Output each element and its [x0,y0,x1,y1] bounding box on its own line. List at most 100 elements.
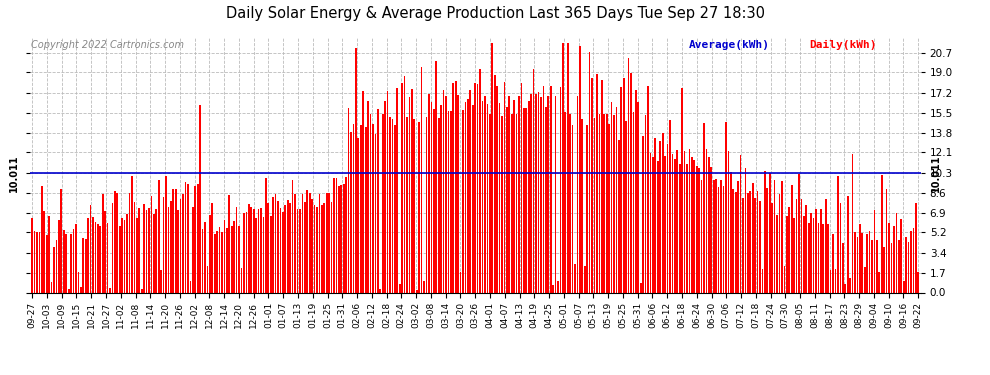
Bar [491,43,493,292]
Bar [861,233,863,292]
Bar [443,90,445,292]
Bar [77,272,79,292]
Bar [343,184,345,292]
Bar [97,224,99,292]
Bar [572,125,573,292]
Bar [591,78,593,292]
Bar [226,228,228,292]
Bar [643,136,644,292]
Bar [34,231,36,292]
Text: Copyright 2022 Cartronics.com: Copyright 2022 Cartronics.com [32,40,184,50]
Bar [611,102,613,292]
Bar [175,189,176,292]
Bar [723,186,725,292]
Bar [284,205,286,292]
Bar [447,111,449,292]
Bar [316,207,318,292]
Bar [457,95,459,292]
Bar [441,105,442,292]
Bar [257,209,259,292]
Bar [509,96,510,292]
Text: Average(kWh): Average(kWh) [689,40,770,50]
Bar [139,208,141,292]
Bar [141,289,143,292]
Bar [679,164,680,292]
Bar [438,118,440,292]
Bar [129,193,131,292]
Bar [674,159,675,292]
Bar [326,193,328,292]
Bar [599,114,600,292]
Bar [756,190,758,292]
Bar [319,194,320,292]
Bar [803,216,805,292]
Bar [608,124,610,292]
Bar [231,226,233,292]
Bar [815,209,817,292]
Bar [272,197,274,292]
Bar [621,87,622,292]
Bar [501,116,503,292]
Bar [409,97,410,292]
Bar [321,205,323,292]
Bar [538,92,540,292]
Bar [543,86,545,292]
Bar [830,270,832,292]
Bar [297,209,298,292]
Bar [489,114,491,292]
Bar [279,208,281,292]
Bar [95,222,96,292]
Bar [189,282,191,292]
Bar [528,101,530,292]
Bar [459,272,461,292]
Bar [229,195,230,292]
Bar [338,186,340,292]
Bar [516,114,518,292]
Bar [883,248,885,292]
Bar [747,193,748,292]
Bar [661,133,663,292]
Bar [523,108,525,292]
Bar [842,243,843,292]
Bar [194,186,196,292]
Bar [464,102,466,292]
Bar [107,223,109,292]
Bar [474,83,476,292]
Bar [635,90,637,292]
Bar [246,212,248,292]
Bar [234,221,235,292]
Bar [869,231,870,292]
Bar [910,231,912,292]
Bar [219,227,221,292]
Bar [379,289,381,292]
Bar [221,232,223,292]
Bar [150,196,152,292]
Bar [623,78,625,292]
Bar [469,90,471,292]
Bar [160,270,162,292]
Bar [282,212,284,292]
Bar [554,96,556,292]
Bar [896,213,897,292]
Bar [891,243,892,292]
Bar [828,224,829,292]
Bar [720,180,722,292]
Bar [414,119,415,292]
Bar [844,284,846,292]
Bar [416,290,418,292]
Bar [90,205,91,292]
Bar [202,228,203,292]
Bar [49,216,50,292]
Bar [114,191,116,292]
Bar [144,204,145,292]
Bar [372,124,374,292]
Bar [63,230,64,292]
Bar [744,168,746,292]
Bar [155,209,157,292]
Bar [146,210,148,292]
Bar [686,164,688,292]
Bar [886,189,887,292]
Bar [764,171,765,292]
Bar [329,193,330,292]
Bar [657,161,658,292]
